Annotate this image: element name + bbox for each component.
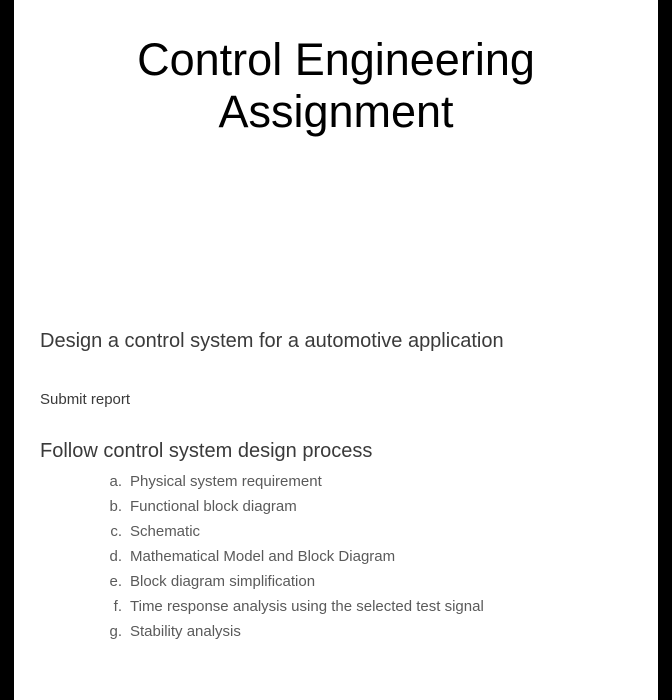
step-letter: e. xyxy=(100,573,122,590)
step-letter: b. xyxy=(100,498,122,515)
spacer xyxy=(40,138,632,330)
list-item: f. Time response analysis using the selec… xyxy=(100,598,632,615)
list-item: a. Physical system requirement xyxy=(100,473,632,490)
step-letter: d. xyxy=(100,548,122,565)
step-letter: g. xyxy=(100,623,122,640)
list-item: b. Functional block diagram xyxy=(100,498,632,515)
list-item: e. Block diagram simplification xyxy=(100,573,632,590)
step-text: Schematic xyxy=(130,523,200,540)
document-page: Control Engineering Assignment Design a … xyxy=(14,0,658,700)
step-text: Mathematical Model and Block Diagram xyxy=(130,548,395,565)
step-letter: a. xyxy=(100,473,122,490)
process-steps-list: a. Physical system requirement b. Function… xyxy=(40,473,632,640)
list-item: g. Stability analysis xyxy=(100,623,632,640)
task-description: Design a control system for a automotive… xyxy=(40,330,632,353)
process-heading: Follow control system design process xyxy=(40,440,632,463)
step-text: Functional block diagram xyxy=(130,498,297,515)
step-letter: c. xyxy=(100,523,122,540)
title-line-2: Assignment xyxy=(218,86,453,137)
title-line-1: Control Engineering xyxy=(137,34,535,85)
document-title: Control Engineering Assignment xyxy=(40,34,632,138)
list-item: c. Schematic xyxy=(100,523,632,540)
step-text: Time response analysis using the selecte… xyxy=(130,598,484,615)
step-text: Stability analysis xyxy=(130,623,241,640)
step-letter: f. xyxy=(100,598,122,615)
step-text: Physical system requirement xyxy=(130,473,322,490)
submit-instruction: Submit report xyxy=(40,391,632,408)
list-item: d. Mathematical Model and Block Diagram xyxy=(100,548,632,565)
step-text: Block diagram simplification xyxy=(130,573,315,590)
